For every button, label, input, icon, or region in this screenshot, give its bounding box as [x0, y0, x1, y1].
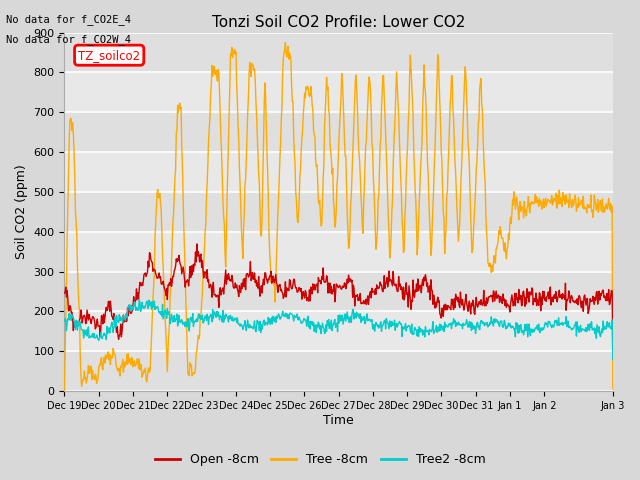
Bar — [65, 112, 613, 152]
X-axis label: Time: Time — [323, 414, 354, 427]
Bar — [65, 272, 613, 312]
Text: No data for f_CO2E_4: No data for f_CO2E_4 — [6, 14, 131, 25]
Text: No data for f_CO2W_4: No data for f_CO2W_4 — [6, 34, 131, 45]
Bar — [65, 192, 613, 232]
Y-axis label: Soil CO2 (ppm): Soil CO2 (ppm) — [15, 165, 28, 259]
Text: TZ_soilco2: TZ_soilco2 — [78, 48, 140, 62]
Bar — [65, 33, 613, 72]
Bar — [65, 351, 613, 391]
Legend: Open -8cm, Tree -8cm, Tree2 -8cm: Open -8cm, Tree -8cm, Tree2 -8cm — [150, 448, 490, 471]
Title: Tonzi Soil CO2 Profile: Lower CO2: Tonzi Soil CO2 Profile: Lower CO2 — [212, 15, 465, 30]
